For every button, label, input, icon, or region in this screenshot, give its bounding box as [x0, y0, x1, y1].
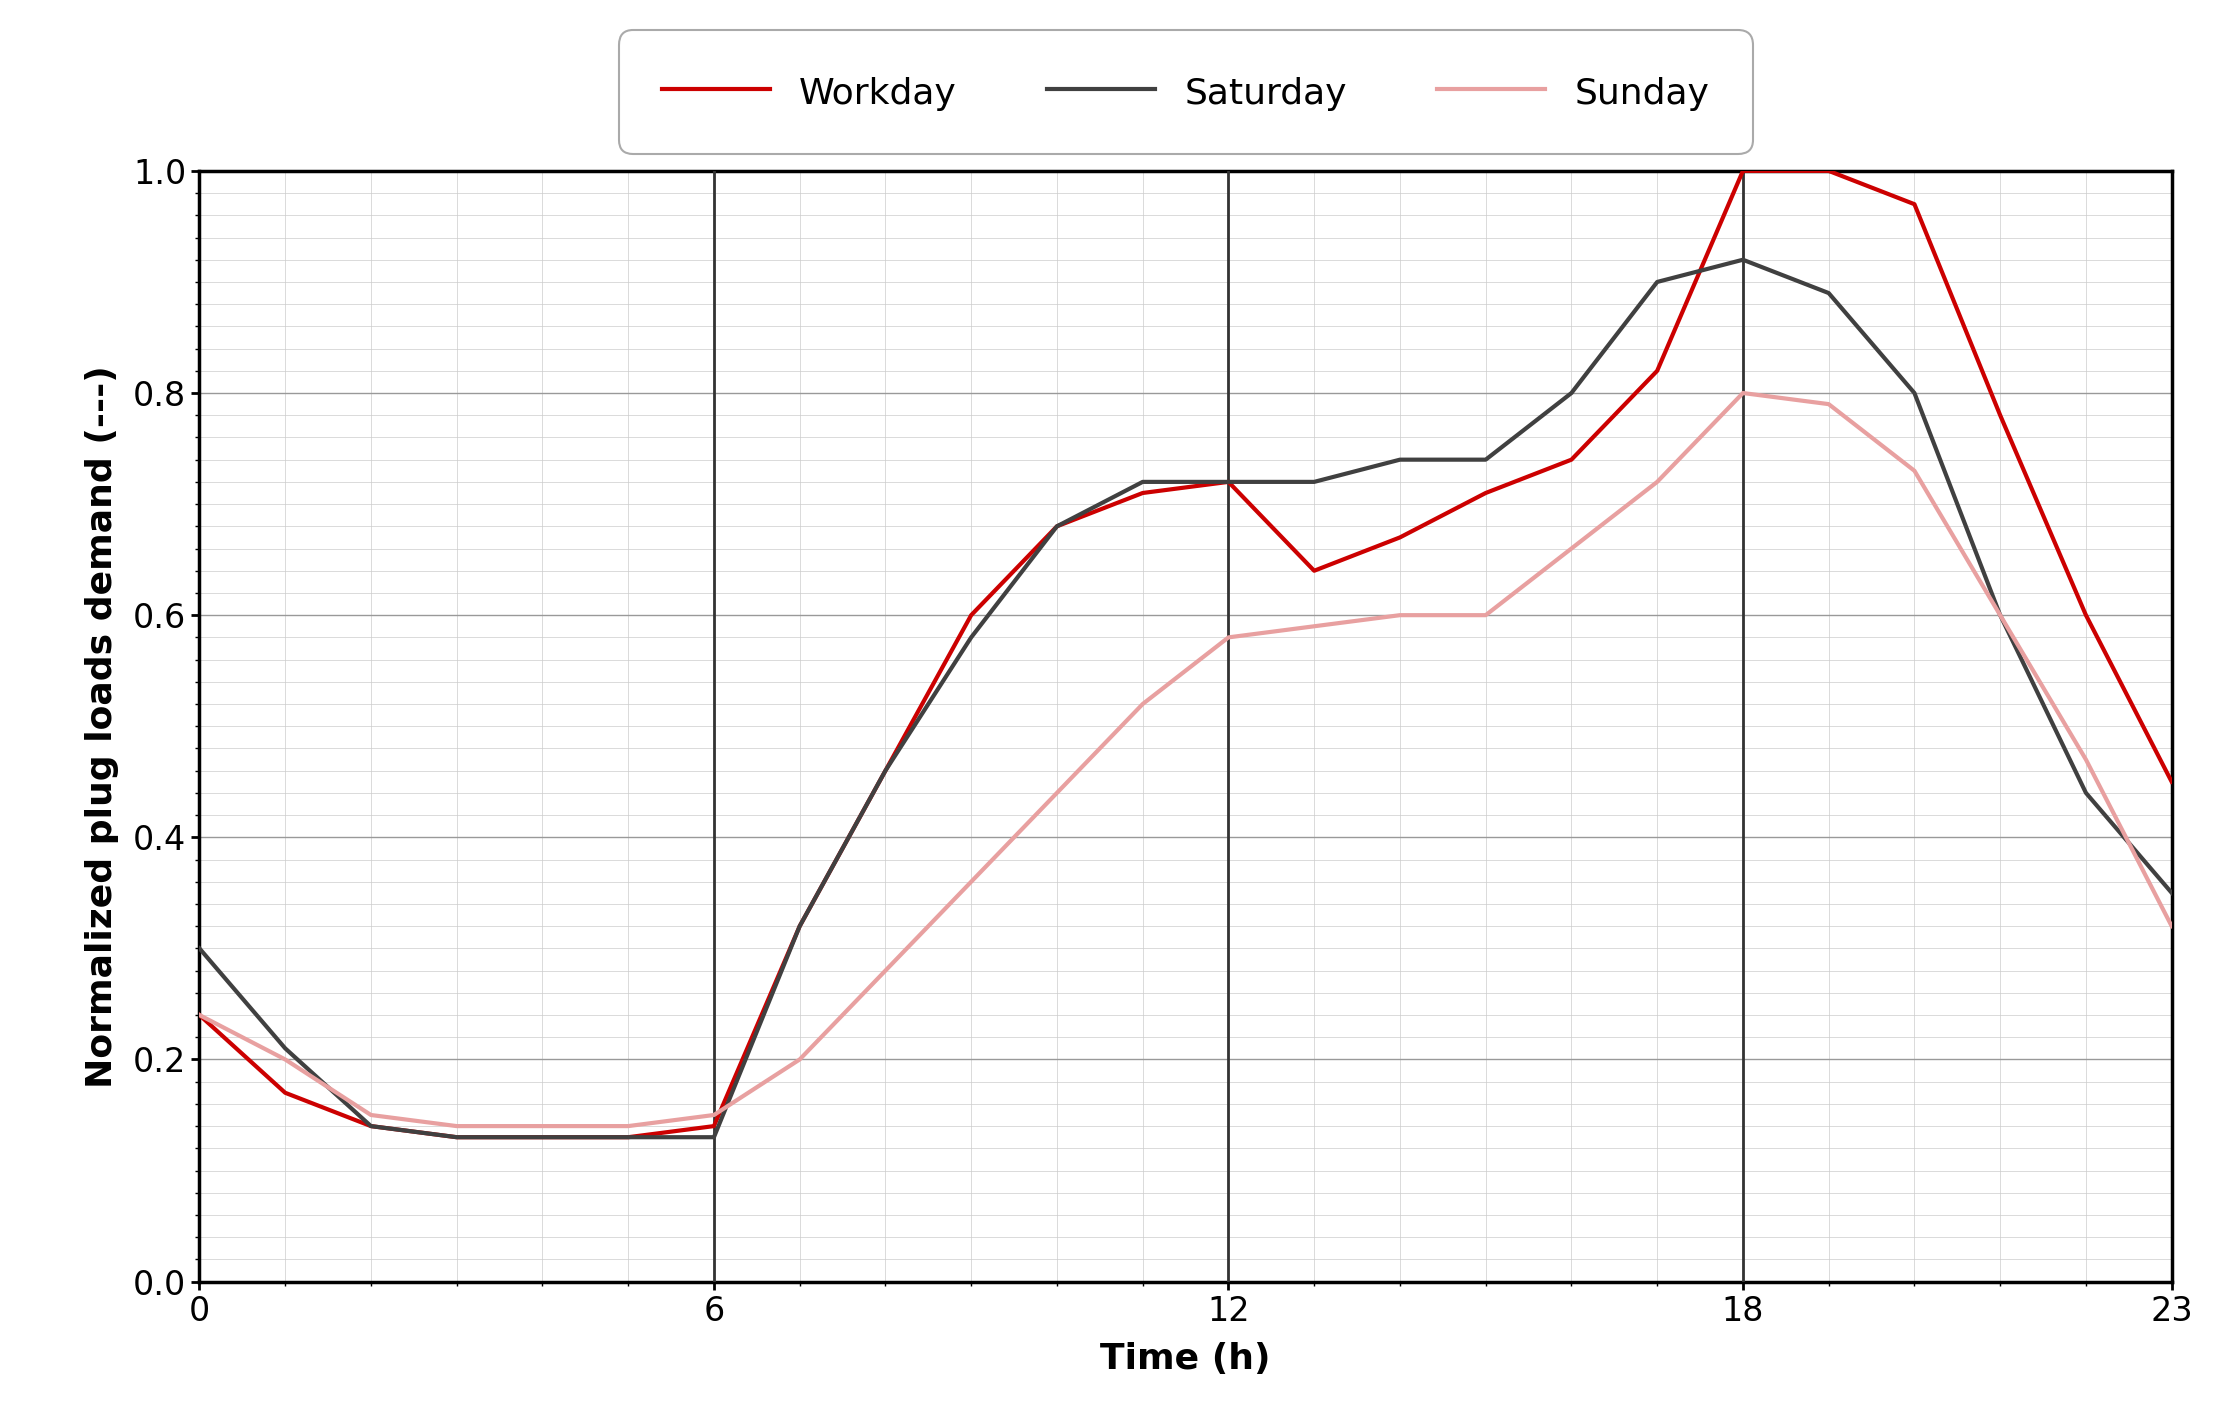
Y-axis label: Normalized plug loads demand (---): Normalized plug loads demand (---): [84, 365, 120, 1088]
Workday: [614, 1129, 640, 1146]
Sunday: [1387, 607, 1414, 624]
Workday: [1988, 407, 2014, 424]
Saturday: [1301, 473, 1327, 490]
X-axis label: Time (h): Time (h): [1101, 1341, 1270, 1376]
Line: Saturday: Saturday: [199, 259, 2172, 1138]
Workday: [1044, 518, 1070, 535]
Sunday: [186, 1007, 213, 1024]
Workday: [1471, 484, 1498, 501]
Sunday: [1130, 695, 1157, 712]
Saturday: [1214, 473, 1241, 490]
Sunday: [700, 1106, 727, 1124]
Sunday: [273, 1051, 299, 1068]
Saturday: [957, 629, 984, 646]
Line: Sunday: Sunday: [199, 393, 2172, 1126]
Saturday: [357, 1118, 383, 1135]
Workday: [357, 1118, 383, 1135]
Saturday: [1901, 384, 1928, 402]
Workday: [1558, 451, 1584, 468]
Sunday: [1901, 463, 1928, 480]
Workday: [2158, 773, 2185, 790]
Workday: [1214, 473, 1241, 490]
Workday: [273, 1084, 299, 1101]
Saturday: [1387, 451, 1414, 468]
Line: Workday: Workday: [199, 171, 2172, 1138]
Saturday: [1644, 273, 1671, 290]
Sunday: [1731, 384, 1757, 402]
Sunday: [357, 1106, 383, 1124]
Sunday: [2158, 917, 2185, 934]
Workday: [957, 607, 984, 624]
Sunday: [530, 1118, 556, 1135]
Saturday: [1471, 451, 1498, 468]
Saturday: [787, 917, 813, 934]
Workday: [1130, 484, 1157, 501]
Saturday: [1130, 473, 1157, 490]
Sunday: [1558, 540, 1584, 557]
Saturday: [1044, 518, 1070, 535]
Saturday: [273, 1040, 299, 1057]
Saturday: [2072, 785, 2099, 802]
Sunday: [1815, 396, 1841, 413]
Workday: [873, 762, 900, 779]
Sunday: [1301, 618, 1327, 635]
Sunday: [1644, 473, 1671, 490]
Workday: [443, 1129, 470, 1146]
Workday: [1815, 162, 1841, 179]
Saturday: [700, 1129, 727, 1146]
Saturday: [1731, 251, 1757, 268]
Saturday: [2158, 884, 2185, 901]
Saturday: [1558, 384, 1584, 402]
Saturday: [1815, 285, 1841, 302]
Workday: [1644, 362, 1671, 379]
Sunday: [614, 1118, 640, 1135]
Sunday: [1044, 785, 1070, 802]
Workday: [186, 1007, 213, 1024]
Saturday: [186, 940, 213, 957]
Sunday: [2072, 750, 2099, 768]
Workday: [700, 1118, 727, 1135]
Legend: Workday, Saturday, Sunday: Workday, Saturday, Sunday: [634, 44, 1737, 140]
Workday: [787, 917, 813, 934]
Sunday: [443, 1118, 470, 1135]
Sunday: [1214, 629, 1241, 646]
Saturday: [614, 1129, 640, 1146]
Workday: [1301, 562, 1327, 580]
Sunday: [957, 873, 984, 890]
Workday: [530, 1129, 556, 1146]
Workday: [1387, 528, 1414, 545]
Workday: [2072, 607, 2099, 624]
Sunday: [873, 963, 900, 980]
Saturday: [1988, 607, 2014, 624]
Sunday: [1988, 607, 2014, 624]
Workday: [1901, 195, 1928, 212]
Sunday: [787, 1051, 813, 1068]
Saturday: [530, 1129, 556, 1146]
Saturday: [443, 1129, 470, 1146]
Saturday: [873, 762, 900, 779]
Sunday: [1471, 607, 1498, 624]
Workday: [1731, 162, 1757, 179]
